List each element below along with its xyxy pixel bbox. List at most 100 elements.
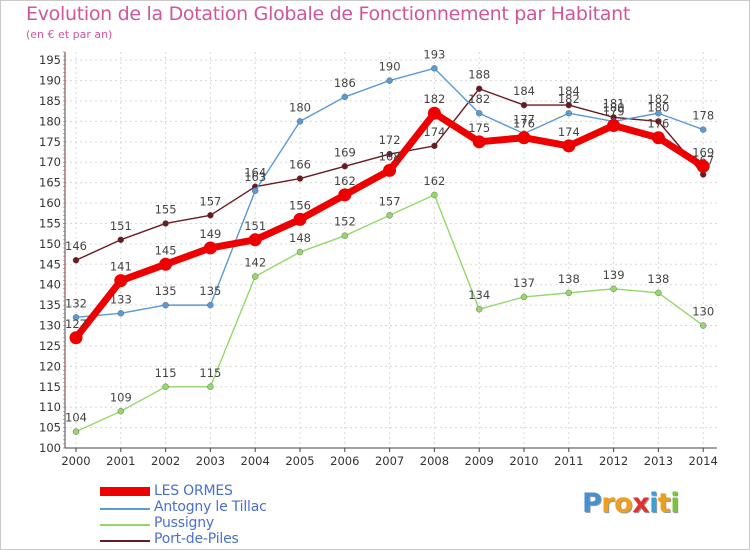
data-label-port-de-piles: 172 (379, 133, 401, 147)
data-label-port-de-piles: 188 (468, 68, 490, 82)
legend-swatch-les-ormes (100, 487, 150, 496)
data-point-pussigny (341, 232, 348, 239)
data-label-port-de-piles: 181 (603, 96, 625, 110)
data-point-pussigny (117, 408, 125, 415)
data-point-pussigny (655, 289, 662, 297)
data-label-pussigny: 109 (110, 390, 132, 404)
data-point-antogny-le-tillac (431, 65, 438, 72)
data-label-les-ormes: 141 (110, 260, 132, 274)
data-point-les-ormes (607, 118, 621, 132)
x-tick-label: 2006 (330, 454, 359, 468)
data-label-antogny-le-tillac: 135 (199, 284, 221, 298)
y-tick-label: 195 (39, 53, 61, 67)
data-label-port-de-piles: 184 (513, 84, 535, 98)
y-tick-label: 110 (39, 400, 61, 414)
y-tick-label: 145 (39, 257, 61, 271)
x-tick-label: 2005 (285, 454, 314, 468)
data-label-port-de-piles: 169 (334, 145, 356, 159)
data-label-les-ormes: 151 (244, 219, 266, 233)
y-tick-label: 120 (39, 359, 61, 373)
data-label-pussigny: 157 (379, 194, 401, 208)
y-tick-label: 125 (39, 339, 61, 353)
data-label-les-ormes: 145 (155, 243, 177, 257)
data-point-antogny-le-tillac (251, 187, 259, 195)
data-label-antogny-le-tillac: 193 (423, 47, 445, 61)
data-label-antogny-le-tillac: 182 (468, 92, 490, 106)
x-tick-label: 2007 (375, 454, 404, 468)
y-tick-label: 115 (39, 380, 61, 394)
data-label-antogny-le-tillac: 190 (379, 60, 401, 74)
x-tick-label: 2011 (554, 454, 583, 468)
data-point-les-ormes (517, 131, 531, 145)
data-point-port-de-piles (386, 150, 393, 158)
x-tick-label: 2013 (644, 454, 673, 468)
data-label-antogny-le-tillac: 132 (65, 296, 87, 310)
proxiti-logo: Proxiti (582, 488, 680, 519)
data-point-pussigny (207, 383, 214, 390)
data-point-port-de-piles (162, 220, 169, 227)
logo-letter: x (632, 488, 650, 519)
legend-swatch-antogny (100, 508, 150, 510)
logo-letter: i (670, 488, 680, 519)
data-point-pussigny (431, 191, 438, 199)
data-point-pussigny (565, 289, 572, 297)
legend-label-port-de-piles: Port-de-Piles (154, 531, 239, 547)
y-tick-label: 100 (39, 441, 61, 455)
y-tick-label: 185 (39, 94, 61, 108)
data-point-pussigny (251, 273, 259, 280)
logo-letter: t (657, 488, 671, 519)
y-tick-label: 140 (39, 278, 61, 292)
data-point-les-ormes (562, 139, 576, 153)
data-point-port-de-piles (520, 101, 528, 109)
data-label-antogny-le-tillac: 186 (334, 76, 356, 90)
data-label-port-de-piles: 146 (65, 239, 87, 253)
data-point-port-de-piles (207, 212, 214, 219)
data-label-les-ormes: 182 (423, 92, 445, 106)
data-label-antogny-le-tillac: 177 (513, 113, 535, 127)
x-tick-label: 2001 (106, 454, 135, 468)
data-point-pussigny (700, 322, 707, 329)
y-tick-label: 190 (39, 74, 61, 88)
y-tick-label: 150 (39, 237, 61, 251)
y-tick-label: 130 (39, 319, 61, 333)
y-tick-label: 175 (39, 135, 61, 149)
data-point-port-de-piles (476, 85, 483, 92)
x-tick-label: 2002 (151, 454, 180, 468)
data-point-les-ormes (427, 106, 441, 120)
data-label-port-de-piles: 166 (289, 158, 311, 172)
legend-label-les-ormes: LES ORMES (154, 483, 233, 499)
data-label-les-ormes: 174 (558, 125, 580, 139)
data-label-pussigny: 139 (603, 268, 625, 282)
data-label-pussigny: 162 (423, 174, 445, 188)
data-label-port-de-piles: 164 (244, 166, 266, 180)
x-tick-label: 2003 (196, 454, 225, 468)
data-point-les-ormes (248, 233, 262, 247)
data-point-les-ormes (472, 135, 486, 149)
data-label-pussigny: 138 (647, 272, 669, 286)
data-point-pussigny (520, 293, 528, 301)
y-tick-label: 180 (39, 114, 61, 128)
legend-swatch-port-de-piles (100, 540, 150, 542)
data-label-pussigny: 134 (468, 288, 490, 302)
y-tick-label: 155 (39, 216, 61, 230)
chart-subtitle: (en € et par an) (26, 28, 113, 41)
data-label-antogny-le-tillac: 135 (155, 284, 177, 298)
data-point-les-ormes (203, 241, 217, 255)
data-point-antogny-le-tillac (476, 110, 483, 117)
data-label-antogny-le-tillac: 180 (289, 100, 311, 114)
data-point-port-de-piles (296, 175, 304, 182)
legend-swatch-pussigny (100, 524, 150, 526)
data-label-port-de-piles: 157 (199, 194, 221, 208)
data-label-pussigny: 137 (513, 276, 535, 290)
data-point-port-de-piles (117, 236, 125, 243)
x-tick-label: 2008 (420, 454, 449, 468)
data-point-pussigny (610, 285, 617, 292)
data-label-port-de-piles: 180 (647, 100, 669, 114)
data-point-antogny-le-tillac (117, 310, 125, 317)
y-tick-label: 105 (39, 421, 61, 435)
data-point-port-de-piles (565, 101, 572, 109)
logo-letter: o (614, 488, 633, 519)
y-tick-label: 170 (39, 155, 61, 169)
data-point-pussigny (72, 428, 80, 435)
data-point-les-ormes (114, 274, 128, 288)
